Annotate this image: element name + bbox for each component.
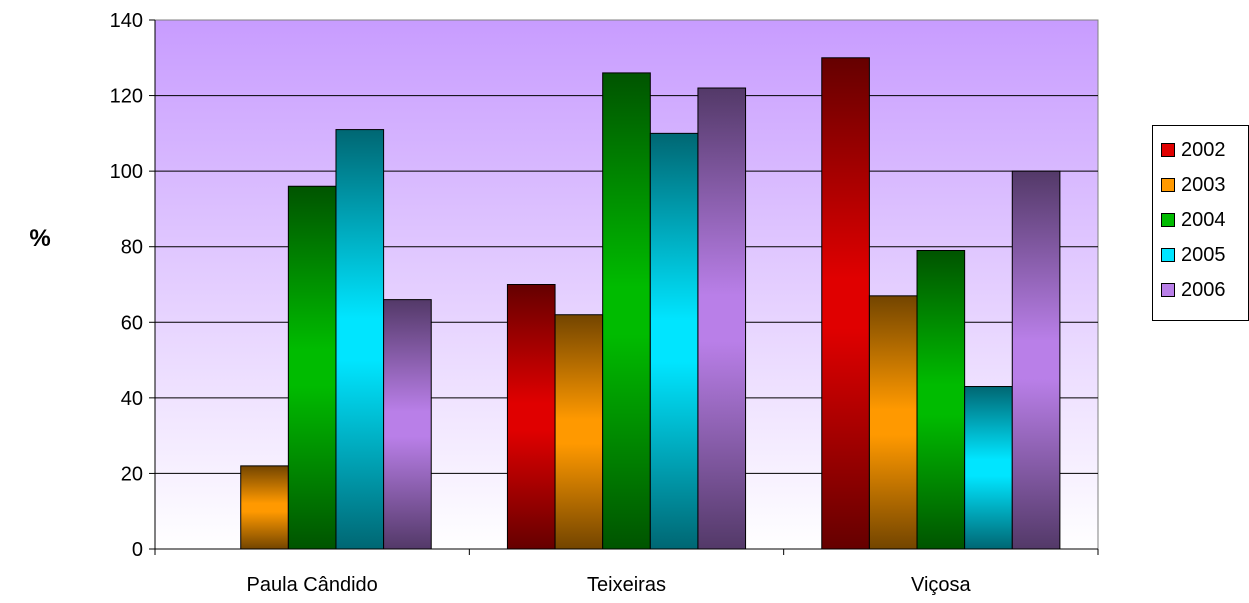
- x-tick-label: Paula Cândido: [247, 574, 378, 596]
- bar-2006-0: [383, 299, 432, 550]
- bar-2005-1: [649, 132, 699, 550]
- bar-2002-1: [506, 284, 556, 550]
- legend-swatch: [1161, 143, 1175, 157]
- legend-item: 2002: [1161, 138, 1226, 162]
- y-tick-label: 120: [110, 86, 143, 108]
- y-tick-label: 0: [132, 539, 143, 561]
- bar-2005-0: [335, 129, 385, 550]
- bar-2004-0: [287, 185, 337, 550]
- legend-item: 2003: [1161, 173, 1226, 197]
- legend-swatch: [1161, 178, 1175, 192]
- bar-2006-1: [697, 87, 747, 550]
- legend-item: 2006: [1161, 278, 1226, 302]
- bar-2004-1: [602, 72, 651, 550]
- y-tick-label: 80: [121, 237, 143, 259]
- y-axis-label: %: [29, 225, 50, 252]
- bar-2003-0: [240, 465, 289, 550]
- legend-label: 2004: [1181, 208, 1226, 231]
- y-tick-label: 40: [121, 388, 143, 410]
- x-tick-label: Teixeiras: [587, 574, 666, 596]
- x-tick-label: Viçosa: [911, 574, 972, 596]
- y-tick-label: 100: [110, 161, 143, 183]
- y-tick-label: 140: [110, 10, 143, 32]
- legend-label: 2005: [1181, 243, 1226, 266]
- legend-swatch: [1161, 283, 1175, 297]
- y-tick-label: 20: [121, 463, 143, 485]
- legend-item: 2005: [1161, 243, 1226, 267]
- bar-2004-2: [916, 249, 966, 550]
- legend-item: 2004: [1161, 208, 1226, 232]
- legend-swatch: [1161, 248, 1175, 262]
- legend-label: 2006: [1181, 278, 1226, 301]
- bar-2005-2: [964, 386, 1013, 550]
- legend-label: 2003: [1181, 173, 1226, 196]
- bar-2003-1: [554, 314, 604, 550]
- legend-label: 2002: [1181, 138, 1226, 161]
- y-tick-label: 60: [121, 312, 143, 334]
- bar-2006-2: [1011, 170, 1061, 550]
- chart-legend: 2002 2003 2004 2005 2006: [1152, 125, 1249, 321]
- bar-2002-2: [821, 57, 870, 550]
- bar-2003-2: [868, 295, 918, 550]
- legend-swatch: [1161, 213, 1175, 227]
